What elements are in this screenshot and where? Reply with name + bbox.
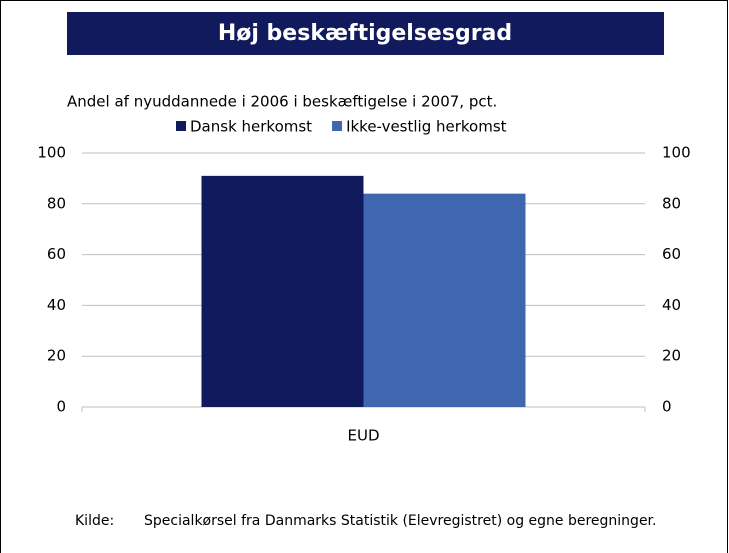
y2-tick-label: 20 [662, 347, 681, 365]
legend-swatch [332, 121, 343, 131]
bar [363, 193, 526, 407]
x-tick-label: EUD [347, 427, 379, 445]
bar [201, 175, 364, 407]
legend-label: Ikke-vestlig herkomst [346, 118, 507, 136]
y-tick-label: 80 [47, 194, 66, 212]
y2-tick-label: 40 [662, 296, 681, 314]
y-tick-label: 0 [56, 398, 66, 416]
y2-tick-label: 0 [662, 398, 672, 416]
source: Specialkørsel fra Danmarks Statistik (El… [144, 513, 657, 529]
y-tick-label: 20 [47, 347, 66, 365]
chart-subtitle: Andel af nyuddannede i 2006 i beskæftige… [67, 93, 497, 111]
y-tick-label: 60 [47, 245, 66, 263]
y2-tick-label: 60 [662, 245, 681, 263]
chart-title: Høj beskæftigelsesgrad [218, 21, 512, 46]
y-tick-label: 100 [37, 144, 66, 162]
y2-tick-label: 100 [662, 144, 691, 162]
source-label: Kilde: [75, 513, 115, 529]
title-banner [67, 12, 664, 55]
legend-swatch [176, 121, 186, 131]
y2-tick-label: 80 [662, 194, 681, 212]
legend-label: Dansk herkomst [190, 118, 312, 136]
y-tick-label: 40 [47, 296, 66, 314]
